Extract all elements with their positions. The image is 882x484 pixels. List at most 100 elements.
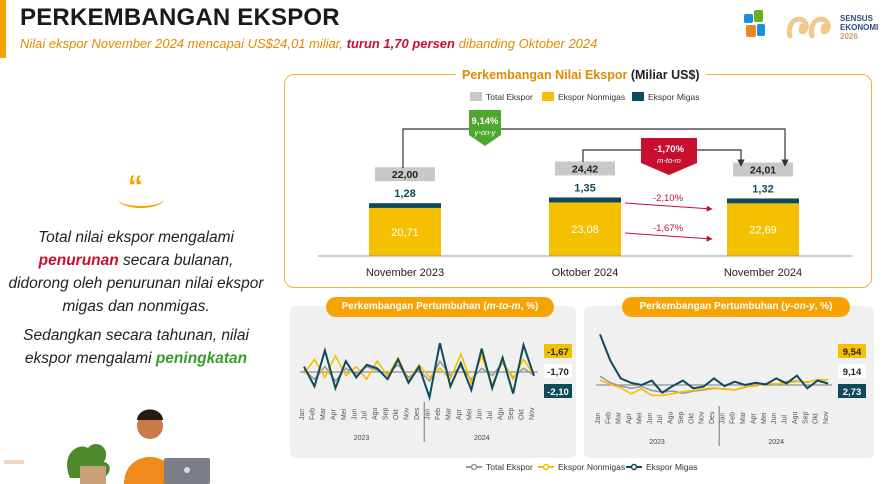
mtm-badge — [641, 138, 697, 175]
bar-nonmigas-2 — [549, 202, 621, 256]
yoy-tick-17: Mei — [761, 412, 768, 424]
mtm-tick-16: Apr — [456, 408, 463, 420]
page-subtitle: Nilai ekspor November 2024 mencapai US$2… — [20, 36, 598, 51]
yoy-line-3 — [599, 334, 829, 395]
legend-swatch-3 — [632, 92, 644, 101]
mtm-tick-8: Agu — [372, 407, 379, 420]
legend-label-2: Ekspor Nonmigas — [558, 92, 625, 102]
bps-sensus-logo: SENSUS EKONOMI 2026 — [740, 6, 880, 46]
mtm-tick-10: Okt — [393, 409, 400, 420]
migas-growth-arrow — [624, 202, 713, 212]
yoy-tick-6: Jun — [647, 413, 654, 424]
mtm-chart-title: Perkembangan Pertumbuhan (m-to-m, %) — [326, 297, 554, 317]
label-migas-2: 1,35 — [574, 182, 595, 194]
mtm-tick-13: Jan — [424, 409, 431, 420]
bottom-legend-marker-3 — [630, 463, 638, 471]
summary-text: Total nilai ekspor mengalami penurunan s… — [8, 226, 264, 370]
mtm-tick-21: Sep — [508, 407, 515, 420]
nonmigas-growth-label: -1,67% — [653, 223, 684, 234]
bottom-legend-marker-2 — [542, 463, 550, 471]
yoy-tick-19: Jul — [782, 415, 789, 424]
label-migas-3: 1,32 — [752, 183, 773, 195]
legend-label-1: Total Ekspor — [486, 92, 533, 102]
mtm-tick-6: Jun — [351, 409, 358, 420]
mtm-tick-22: Okt — [519, 409, 526, 420]
yoy-tick-10: Okt — [688, 413, 695, 424]
total-box-1 — [375, 167, 435, 182]
yoy-tick-2: Feb — [605, 412, 612, 424]
summary-paragraph-2: Sedangkan secara tahunan, nilai ekspor m… — [23, 327, 249, 367]
label-total-1: 22,00 — [392, 169, 418, 181]
yoy-tick-7: Jul — [657, 415, 664, 424]
mtm-tick-18: Jun — [477, 409, 484, 420]
yoy-tick-13: Jan — [719, 413, 726, 424]
mtm-tick-19: Jul — [487, 411, 494, 420]
mtm-year-2: 2024 — [474, 435, 490, 442]
bar-nonmigas-1 — [369, 207, 441, 256]
mtm-end-label-1: -1,67 — [547, 347, 569, 358]
bar-migas-2 — [549, 197, 621, 203]
mtm-tick-23: Nov — [529, 407, 536, 420]
logo-text-1: SENSUS — [840, 14, 873, 23]
total-box-2 — [555, 161, 615, 176]
bottom-legend-label-3: Ekspor Migas — [646, 462, 698, 472]
yoy-tick-22: Okt — [813, 413, 820, 424]
bar-nonmigas-3 — [727, 203, 799, 256]
mtm-tick-12: Des — [414, 407, 421, 420]
yoy-tick-15: Mar — [740, 411, 747, 424]
yoy-end-label-1: 9,54 — [843, 347, 862, 358]
mtm-tick-4: Apr — [330, 408, 337, 420]
mtm-end-label-bg-1 — [544, 344, 572, 358]
mtm-end-label-bg-3 — [544, 384, 572, 398]
mtm-tick-5: Mei — [341, 408, 348, 420]
bps-logo-icon — [744, 10, 831, 39]
yoy-tick-18: Jun — [771, 413, 778, 424]
yoy-end-label-bg-1 — [838, 344, 866, 358]
mtm-year-1: 2023 — [354, 435, 370, 442]
label-nonmigas-2: 23,08 — [571, 224, 599, 236]
yoy-tick-4: Apr — [626, 412, 633, 424]
yoy-tick-11: Nov — [699, 411, 706, 424]
total-box-3 — [733, 162, 793, 177]
mtm-tick-1: Jan — [299, 409, 306, 420]
yoy-tick-9: Sep — [678, 411, 685, 424]
yoy-tick-1: Jan — [595, 413, 602, 424]
yoy-connector — [402, 128, 789, 168]
yoy-chart-title: Perkembangan Pertumbuhan (y-on-y, %) — [622, 297, 850, 317]
mtm-tick-9: Sep — [383, 407, 390, 420]
summary-paragraph-1: Total nilai ekspor mengalami penurunan s… — [8, 229, 264, 315]
legend-swatch-2 — [542, 92, 554, 101]
label-total-2: 24,42 — [572, 163, 598, 175]
bottom-legend-marker-1 — [470, 463, 478, 471]
mtm-badge-value: -1,70% — [654, 144, 685, 155]
category-label-1: November 2023 — [366, 267, 444, 279]
bottom-legend-label-2: Ekspor Nonmigas — [558, 462, 625, 472]
yoy-end-label-bg-2 — [838, 364, 866, 378]
mtm-tick-17: Mei — [466, 408, 473, 420]
legend-label-3: Ekspor Migas — [648, 92, 700, 102]
mtm-tick-15: Mar — [445, 407, 452, 420]
quote-arc-decoration — [118, 190, 164, 208]
mtm-end-label-2: -1,70 — [547, 367, 569, 378]
export-value-chart-title: Perkembangan Nilai Ekspor (Miliar US$) — [456, 68, 706, 82]
bar-migas-3 — [727, 198, 799, 204]
yoy-end-label-bg-3 — [838, 384, 866, 398]
mtm-tick-7: Jul — [362, 411, 369, 420]
label-migas-1: 1,28 — [394, 188, 415, 200]
yoy-tick-8: Agu — [668, 411, 675, 424]
mtm-tick-2: Feb — [309, 408, 316, 420]
yoy-tick-3: Mar — [616, 411, 623, 424]
page-title: PERKEMBANGAN EKSPOR — [20, 4, 340, 31]
yoy-tick-21: Sep — [802, 411, 809, 424]
bottom-legend-label-1: Total Ekspor — [486, 462, 533, 472]
yoy-tick-23: Nov — [823, 411, 830, 424]
mtm-end-label-3: -2,10 — [547, 387, 569, 398]
mtm-badge-label: m-to-m — [657, 156, 681, 165]
yoy-tick-5: Mei — [636, 412, 643, 424]
yoy-badge-value: 9,14% — [472, 116, 499, 127]
category-label-3: November 2024 — [724, 267, 802, 279]
mtm-tick-14: Feb — [435, 408, 442, 420]
bar-migas-1 — [369, 203, 441, 208]
presenter-illustration — [4, 409, 210, 484]
